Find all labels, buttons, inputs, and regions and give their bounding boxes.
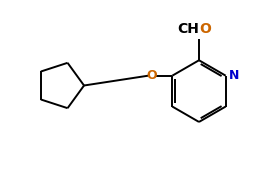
- Text: O: O: [199, 22, 211, 36]
- Text: O: O: [147, 69, 157, 82]
- Text: CH: CH: [177, 22, 199, 36]
- Text: N: N: [229, 69, 239, 82]
